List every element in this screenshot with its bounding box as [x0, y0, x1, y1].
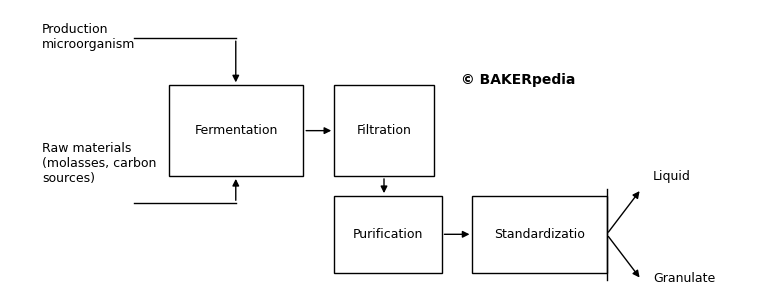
Text: Standardizatio: Standardizatio [494, 228, 585, 241]
Text: © BAKERpedia: © BAKERpedia [461, 72, 575, 87]
Text: Purification: Purification [353, 228, 423, 241]
Bar [334, 196, 442, 273]
Bar [334, 85, 434, 176]
Text: Fermentation: Fermentation [194, 124, 278, 137]
Text: Filtration: Filtration [356, 124, 412, 137]
Text: Raw materials
(molasses, carbon
sources): Raw materials (molasses, carbon sources) [42, 142, 157, 185]
Bar [472, 196, 607, 273]
Text: Liquid: Liquid [653, 170, 690, 183]
Text: Granulate: Granulate [653, 272, 715, 284]
Text: Production
microorganism: Production microorganism [42, 23, 136, 51]
Bar [169, 85, 303, 176]
